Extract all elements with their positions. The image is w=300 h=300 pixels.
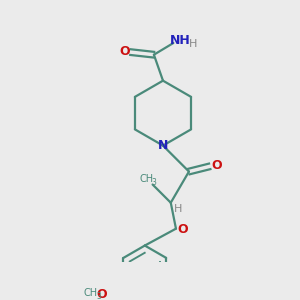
Text: 3: 3 [152, 178, 156, 187]
Text: O: O [97, 288, 107, 300]
Text: N: N [158, 139, 168, 152]
Text: 3: 3 [96, 292, 101, 300]
Text: O: O [211, 159, 221, 172]
Text: CH: CH [139, 174, 153, 184]
Text: H: H [174, 204, 183, 214]
Text: H: H [189, 39, 197, 49]
Text: O: O [177, 223, 188, 236]
Text: O: O [119, 45, 130, 58]
Text: NH: NH [170, 34, 191, 47]
Text: CH: CH [84, 288, 98, 298]
